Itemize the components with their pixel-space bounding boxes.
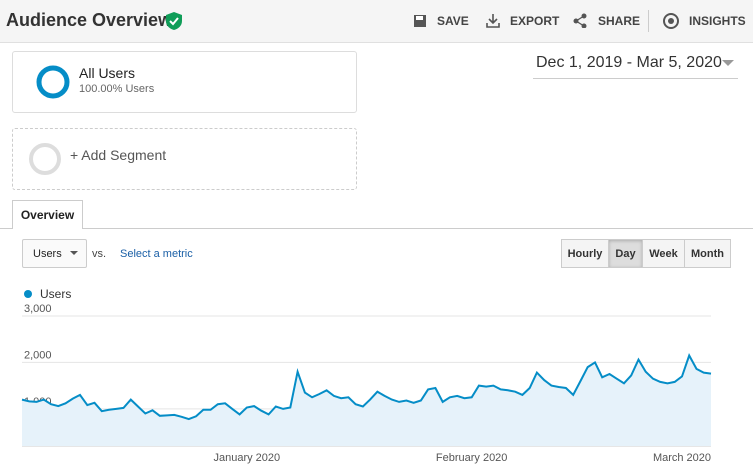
day-button[interactable]: Day [608, 239, 643, 268]
metric-dropdown[interactable]: Users [22, 239, 87, 268]
hourly-button[interactable]: Hourly [561, 239, 609, 268]
metric-label: Users [33, 248, 62, 260]
page-title: Audience Overview [6, 10, 173, 30]
y-tick-label: 2,000 [24, 349, 52, 361]
divider [648, 10, 649, 32]
export-button[interactable]: EXPORT [510, 14, 560, 28]
segment-card[interactable] [12, 51, 357, 113]
line [21, 353, 712, 421]
add-segment-label[interactable]: + Add Segment [70, 147, 167, 163]
x-tick-label: March 2020 [653, 452, 711, 464]
metric-caret [70, 251, 78, 255]
verified-icon [166, 12, 182, 30]
add-segment-ring [29, 143, 61, 175]
legend-marker [24, 290, 32, 298]
share-button[interactable]: SHARE [598, 14, 641, 28]
date-caret [722, 60, 734, 66]
month-button[interactable]: Month [684, 239, 731, 268]
insights-button[interactable]: INSIGHTS [689, 14, 746, 28]
segment-name: All Users [79, 65, 136, 81]
share-icon [573, 13, 587, 28]
select-metric-link[interactable]: Select a metric [120, 248, 193, 260]
date-range[interactable]: Dec 1, 2019 - Mar 5, 2020 [536, 54, 722, 71]
tab-line [0, 228, 753, 229]
x-tick-label: February 2020 [436, 452, 508, 464]
insights-icon [663, 13, 679, 29]
segment-ring [36, 65, 70, 99]
area [22, 355, 711, 446]
date-underline [533, 78, 738, 79]
add-segment-card[interactable] [12, 128, 357, 190]
overview-tab[interactable]: Overview [12, 200, 83, 229]
export-icon [486, 14, 500, 28]
segment-detail: 100.00% Users [79, 83, 155, 95]
x-tick-label: January 2020 [213, 452, 280, 464]
vs-label: vs. [92, 248, 107, 260]
y-tick-label: 3,000 [24, 303, 52, 315]
legend-label: Users [40, 287, 71, 301]
week-button[interactable]: Week [642, 239, 685, 268]
save-icon [414, 15, 426, 27]
save-button[interactable]: SAVE [437, 14, 469, 28]
header-bar [0, 0, 753, 43]
